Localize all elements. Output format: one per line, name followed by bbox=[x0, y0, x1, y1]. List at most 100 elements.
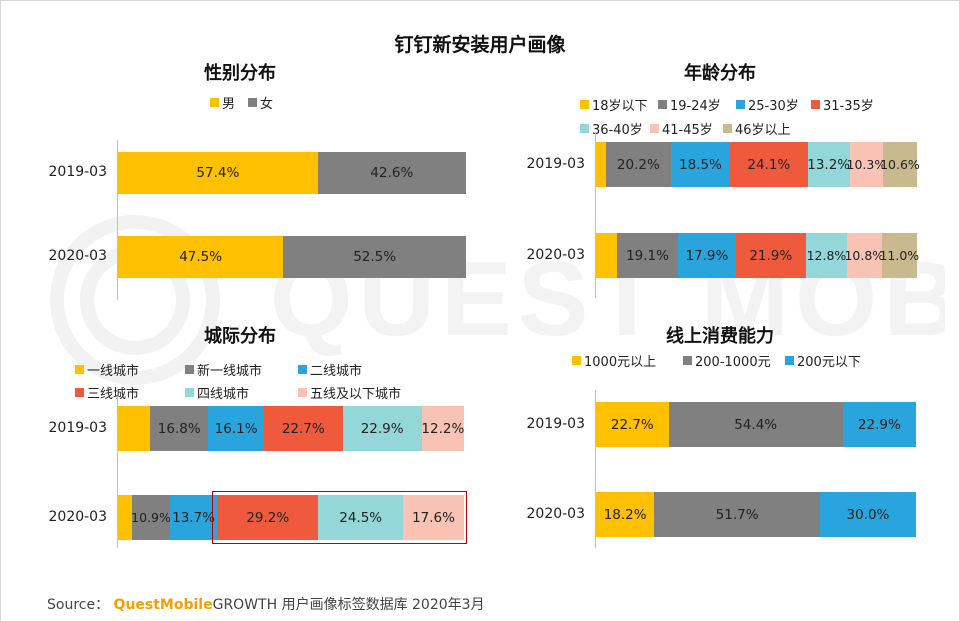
stacked-bar: 19.1% 17.9% 21.9% 12.8% 10.8% 11.0% bbox=[596, 233, 919, 278]
age-chart: 年龄分布 18岁以下 19-24岁 25-30岁 31-35岁 36-40岁 41-45岁 4… bbox=[480, 55, 960, 305]
source-prefix: Source： bbox=[47, 597, 110, 613]
legend-item: 36-40岁 bbox=[580, 119, 643, 138]
bar-segment: 47.5% bbox=[118, 236, 284, 278]
legend-swatch bbox=[572, 356, 581, 365]
legend-swatch bbox=[248, 98, 257, 107]
legend-swatch bbox=[185, 365, 194, 374]
bar-segment: 16.1% bbox=[208, 406, 264, 451]
legend-label: 18岁以下 bbox=[592, 99, 648, 114]
legend-item: 二线城市 bbox=[298, 360, 362, 379]
bar-segment: 17.6% bbox=[403, 495, 464, 540]
bar-segment: 17.9% bbox=[678, 233, 736, 278]
legend-item: 一线城市 bbox=[75, 360, 139, 379]
category-label: 2019-03 bbox=[526, 415, 586, 432]
bar-segment: 12.2% bbox=[421, 406, 464, 451]
legend-label: 31-35岁 bbox=[823, 99, 874, 114]
bar-segment: 42.6% bbox=[317, 152, 466, 194]
bar-segment: 11.0% bbox=[879, 233, 919, 278]
legend-swatch bbox=[785, 356, 794, 365]
legend-item: 五线及以下城市 bbox=[298, 383, 401, 402]
age-chart-title: 年龄分布 bbox=[684, 63, 756, 84]
y-axis-line bbox=[595, 390, 596, 548]
stacked-bar: 10.9% 13.7% 29.2% 24.5% 17.6% bbox=[118, 495, 464, 540]
legend-item: 25-30岁 bbox=[736, 95, 799, 114]
bar-segment: 10.6% bbox=[880, 142, 920, 187]
bar-segment: 18.5% bbox=[670, 142, 731, 187]
stacked-bar: 57.4% 42.6% bbox=[118, 152, 466, 194]
bar-segment: 10.9% bbox=[131, 495, 171, 540]
legend-swatch bbox=[75, 388, 84, 397]
city-chart: 城际分布 一线城市 新一线城市 二线城市 三线城市 四线城市 五线及以下城市 2019-03 1… bbox=[0, 318, 480, 558]
bar-segment: 18.2% bbox=[596, 492, 655, 537]
legend-label: 男 bbox=[222, 97, 236, 112]
category-label: 2019-03 bbox=[526, 155, 586, 172]
legend-label: 一线城市 bbox=[87, 364, 140, 379]
legend-label: 三线城市 bbox=[87, 387, 140, 402]
bar-segment: 52.5% bbox=[283, 236, 466, 278]
legend-item: 四线城市 bbox=[185, 383, 249, 402]
category-label: 2020-03 bbox=[526, 246, 586, 263]
legend-item: 46岁以上 bbox=[723, 119, 791, 138]
bar-segment: 24.5% bbox=[318, 495, 404, 540]
gender-chart-title: 性别分布 bbox=[204, 63, 276, 84]
legend-label: 二线城市 bbox=[310, 364, 363, 379]
gender-chart: 性别分布男 女 2019-03 57.4% 42.6% 2020-03 47.5% 52.5% bbox=[0, 55, 480, 305]
category-label: 2020-03 bbox=[48, 508, 108, 525]
bar-segment bbox=[596, 233, 617, 278]
legend-label: 46岁以上 bbox=[735, 123, 791, 138]
bar-segment: 22.9% bbox=[842, 402, 916, 447]
highlight-box bbox=[212, 491, 467, 544]
legend-label: 女 bbox=[260, 97, 274, 112]
bar-segment: 16.8% bbox=[150, 406, 209, 451]
legend-swatch bbox=[210, 98, 219, 107]
bar-segment: 57.4% bbox=[118, 152, 318, 194]
main-title: 钉钉新安装用户画像 bbox=[394, 34, 566, 56]
legend-item: 41-45岁 bbox=[650, 119, 713, 138]
y-axis-line bbox=[117, 396, 118, 548]
bar-segment: 10.3% bbox=[847, 142, 886, 187]
bar-segment: 22.7% bbox=[596, 402, 669, 447]
legend-label: 25-30岁 bbox=[748, 99, 799, 114]
legend-swatch bbox=[683, 356, 692, 365]
bar-segment: 54.4% bbox=[668, 402, 843, 447]
bar-segment: 51.7% bbox=[654, 492, 820, 537]
source-note: Source： QuestMobileGROWTH 用户画像标签数据库 2020… bbox=[47, 594, 485, 614]
legend-item: 18岁以下 bbox=[580, 95, 648, 114]
legend-swatch bbox=[811, 100, 820, 109]
bar-segment bbox=[596, 142, 606, 187]
category-label: 2019-03 bbox=[48, 164, 108, 180]
bar-segment: 13.7% bbox=[169, 495, 218, 540]
bar-segment bbox=[118, 406, 151, 451]
legend-label: 200-1000元 bbox=[695, 355, 771, 370]
legend-label: 1000元以上 bbox=[584, 355, 657, 370]
legend-swatch bbox=[298, 388, 307, 397]
spend-chart-title: 线上消费能力 bbox=[666, 326, 774, 347]
legend-item: 女 bbox=[248, 93, 273, 112]
bar-segment: 21.9% bbox=[735, 233, 806, 278]
legend-label: 200元以下 bbox=[797, 355, 861, 370]
legend-item: 19-24岁 bbox=[658, 95, 721, 114]
legend-item: 男 bbox=[210, 93, 235, 112]
source-brand: QuestMobile bbox=[113, 597, 213, 613]
stacked-bar: 20.2% 18.5% 24.1% 13.2% 10.3% 10.6% bbox=[596, 142, 920, 187]
spend-chart: 线上消费能力 1000元以上 200-1000元 200元以下 2019-03 22.7%… bbox=[480, 318, 960, 558]
bar-segment: 20.2% bbox=[605, 142, 671, 187]
category-label: 2019-03 bbox=[48, 419, 108, 436]
legend-label: 36-40岁 bbox=[592, 123, 643, 138]
legend-label: 四线城市 bbox=[197, 387, 250, 402]
legend-item: 三线城市 bbox=[75, 383, 139, 402]
source-text: GROWTH 用户画像标签数据库 2020年3月 bbox=[212, 597, 485, 613]
stacked-bar: 22.7% 54.4% 22.9% bbox=[596, 402, 916, 447]
bar-segment: 13.2% bbox=[807, 142, 850, 187]
legend-swatch bbox=[298, 365, 307, 374]
legend-label: 五线及以下城市 bbox=[310, 387, 402, 402]
legend-swatch bbox=[580, 100, 589, 109]
bar-segment: 30.0% bbox=[819, 492, 916, 537]
legend-swatch bbox=[185, 388, 194, 397]
legend-swatch bbox=[736, 100, 745, 109]
legend-item: 31-35岁 bbox=[811, 95, 874, 114]
stacked-bar: 47.5% 52.5% bbox=[118, 236, 466, 278]
bar-segment: 22.7% bbox=[264, 406, 343, 451]
stacked-bar: 16.8% 16.1% 22.7% 22.9% 12.2% bbox=[118, 406, 464, 451]
bar-segment: 22.9% bbox=[342, 406, 422, 451]
